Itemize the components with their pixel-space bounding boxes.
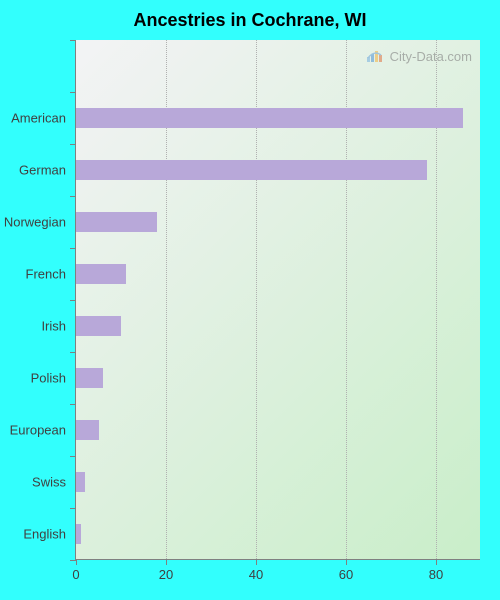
bar <box>76 212 157 232</box>
page-root: Ancestries in Cochrane, WI City-Data.com… <box>0 0 500 600</box>
watermark-text: City-Data.com <box>390 49 472 64</box>
y-tick <box>70 248 76 249</box>
y-tick <box>70 144 76 145</box>
x-tick-label: 20 <box>159 559 173 582</box>
bar <box>76 472 85 492</box>
bar <box>76 108 463 128</box>
bar <box>76 368 103 388</box>
y-tick <box>70 456 76 457</box>
x-tick-label: 80 <box>429 559 443 582</box>
y-tick <box>70 508 76 509</box>
y-tick <box>70 196 76 197</box>
y-tick-label: Irish <box>41 319 76 334</box>
x-tick-label: 40 <box>249 559 263 582</box>
y-tick-label: Polish <box>31 371 76 386</box>
y-tick-label: English <box>23 527 76 542</box>
y-tick <box>70 560 76 561</box>
y-tick-label: Swiss <box>32 475 76 490</box>
x-tick-label: 60 <box>339 559 353 582</box>
y-tick-label: Norwegian <box>4 215 76 230</box>
y-tick-label: German <box>19 163 76 178</box>
y-tick <box>70 40 76 41</box>
watermark-logo-icon <box>366 48 386 64</box>
y-tick <box>70 300 76 301</box>
y-tick <box>70 404 76 405</box>
y-tick <box>70 92 76 93</box>
bar <box>76 524 81 544</box>
y-tick-label: European <box>10 423 76 438</box>
y-tick-label: French <box>26 267 76 282</box>
y-tick <box>70 352 76 353</box>
watermark: City-Data.com <box>366 48 472 64</box>
bar <box>76 160 427 180</box>
y-tick-label: American <box>11 111 76 126</box>
chart-title: Ancestries in Cochrane, WI <box>0 10 500 31</box>
bar <box>76 264 126 284</box>
x-tick-label: 0 <box>72 559 79 582</box>
plot-area: City-Data.com 020406080AmericanGermanNor… <box>75 40 480 560</box>
bar <box>76 420 99 440</box>
bar <box>76 316 121 336</box>
